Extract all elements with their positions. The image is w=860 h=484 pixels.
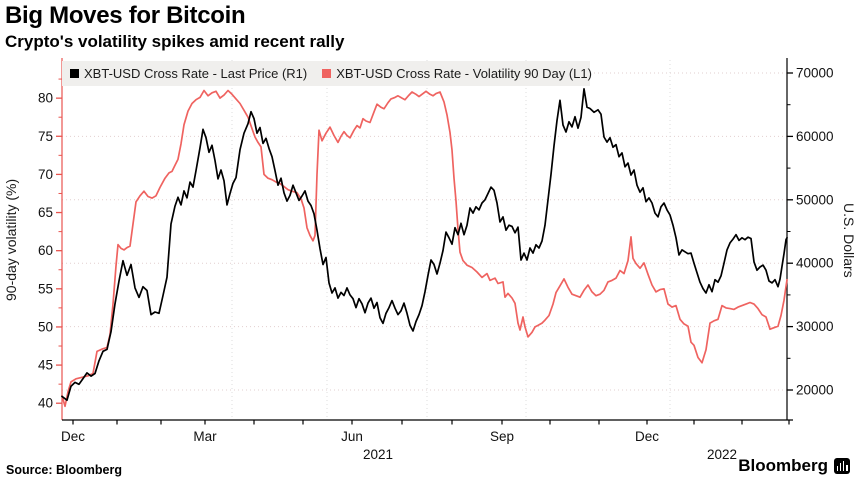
page-title: Big Moves for Bitcoin	[5, 2, 246, 29]
black-series-swatch-icon	[70, 69, 79, 78]
svg-text:50000: 50000	[796, 192, 834, 207]
svg-text:55: 55	[38, 281, 53, 296]
svg-text:Dec: Dec	[635, 429, 659, 444]
svg-text:70: 70	[38, 167, 53, 182]
svg-text:70000: 70000	[796, 65, 834, 80]
svg-text:40: 40	[38, 396, 53, 411]
svg-text:45: 45	[38, 358, 53, 373]
left-axis: 40 45 50 55 60 65 70 75 80	[38, 58, 63, 420]
series-last-price-line	[61, 87, 788, 402]
bloomberg-wordmark: Bloomberg	[738, 456, 828, 475]
svg-text:Dec: Dec	[61, 429, 85, 444]
svg-text:30000: 30000	[796, 319, 834, 334]
svg-text:80: 80	[38, 91, 53, 106]
svg-text:Sep: Sep	[490, 429, 514, 444]
bloomberg-logo-icon	[834, 458, 850, 474]
svg-text:2021: 2021	[363, 447, 393, 462]
svg-text:60: 60	[38, 243, 53, 258]
page-subtitle: Crypto's volatility spikes amid recent r…	[5, 32, 345, 51]
source-attribution: Source: Bloomberg	[6, 463, 122, 477]
gridlines	[62, 60, 787, 420]
red-series-swatch-icon	[322, 69, 332, 78]
right-axis: 20000 30000 40000 50000 60000 70000	[786, 58, 834, 420]
svg-text:Jun: Jun	[341, 429, 363, 444]
chart-legend: XBT-USD Cross Rate - Last Price (R1) XBT…	[62, 61, 592, 86]
legend-label-volatility: XBT-USD Cross Rate - Volatility 90 Day (…	[336, 66, 592, 81]
svg-text:2022: 2022	[707, 447, 737, 462]
right-axis-title: U.S. Dollars	[841, 202, 857, 278]
series-volatility-line	[61, 89, 788, 408]
svg-text:65: 65	[38, 205, 53, 220]
svg-text:50: 50	[38, 319, 53, 334]
bloomberg-brand: Bloomberg	[738, 456, 850, 476]
svg-text:20000: 20000	[796, 383, 834, 398]
svg-text:40000: 40000	[796, 256, 834, 271]
legend-label-last-price: XBT-USD Cross Rate - Last Price (R1)	[84, 66, 308, 81]
svg-text:75: 75	[38, 129, 53, 144]
svg-text:60000: 60000	[796, 129, 834, 144]
legend-item-volatility: XBT-USD Cross Rate - Volatility 90 Day (…	[322, 66, 592, 81]
left-axis-title: 90-day volatility (%)	[3, 178, 19, 302]
legend-item-last-price: XBT-USD Cross Rate - Last Price (R1)	[70, 66, 307, 81]
x-axis: Dec Mar Jun Sep Dec 2021 2022	[61, 419, 793, 462]
svg-text:Mar: Mar	[193, 429, 217, 444]
